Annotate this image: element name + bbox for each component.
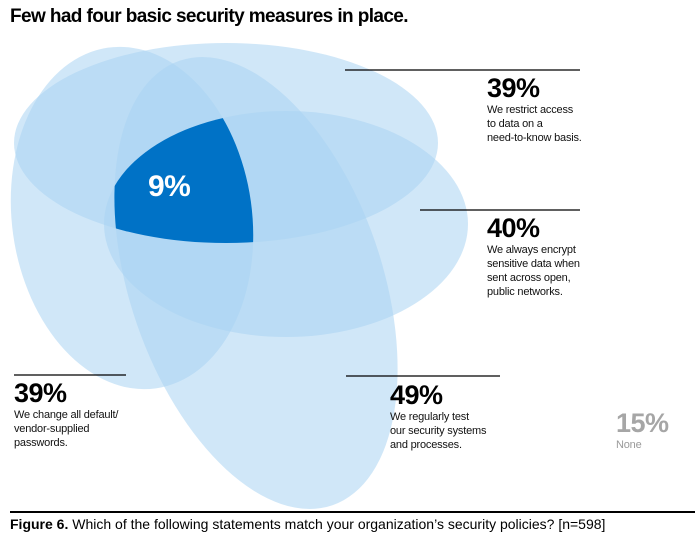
callout-restrict: 39% We restrict access to data on a need…	[487, 73, 582, 145]
callout-none: 15% None	[616, 408, 669, 452]
none-percentage: 15%	[616, 408, 669, 438]
figure-number: Figure 6.	[10, 516, 69, 532]
passwords-percentage: 39%	[14, 378, 67, 408]
restrict-percentage: 39%	[487, 73, 540, 103]
restrict-label: We restrict access to data on a need-to-…	[487, 104, 582, 144]
chart-title: Few had four basic security measures in …	[10, 6, 409, 27]
encrypt-label: We always encrypt sensitive data when se…	[487, 244, 580, 298]
none-label: None	[616, 439, 642, 451]
figure-caption: Figure 6. Which of the following stateme…	[10, 511, 695, 533]
encrypt-percentage: 40%	[487, 213, 540, 243]
passwords-label: We change all default/ vendor-supplied p…	[14, 409, 119, 449]
all-four-percentage: 9%	[148, 170, 191, 203]
callout-test: 49% We regularly test our security syste…	[390, 380, 486, 452]
caption-text: Which of the following statements match …	[68, 516, 606, 532]
test-percentage: 49%	[390, 380, 443, 410]
callout-encrypt: 40% We always encrypt sensitive data whe…	[487, 213, 580, 299]
test-label: We regularly test our security systems a…	[390, 411, 487, 451]
callout-passwords: 39% We change all default/ vendor-suppli…	[14, 378, 118, 450]
